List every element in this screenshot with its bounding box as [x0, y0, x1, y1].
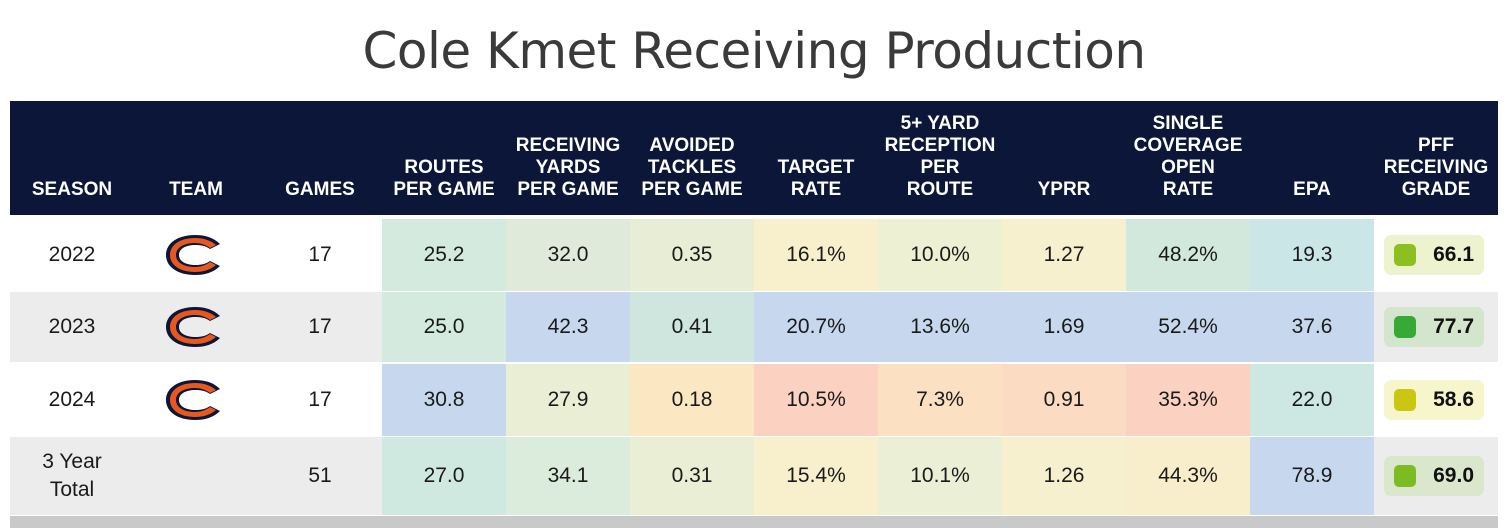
pff-grade-cell: 58.6: [1374, 364, 1498, 436]
table-header: SEASON TEAM GAMES ROUTES PER GAME RECEIVING …: [10, 101, 1498, 215]
routes-per-game-cell: 27.0: [382, 437, 506, 515]
games-cell: 17: [308, 388, 332, 411]
five-plus-yard-reception-per-route-cell: 13.6%: [878, 292, 1002, 362]
receiving-yards-per-game-cell: 32.0: [506, 219, 630, 291]
grade-indicator-icon: [1394, 244, 1416, 266]
header-routes-per-game: ROUTES PER GAME: [393, 157, 495, 200]
team-cell: [134, 292, 258, 362]
epa-cell: 78.9: [1250, 437, 1374, 515]
page-title: Cole Kmet Receiving Production: [362, 22, 1146, 80]
table-bottom-border: [10, 516, 1498, 528]
chicago-bears-c-logo-icon: [166, 235, 220, 275]
yprr-cell: 1.27: [1002, 219, 1126, 291]
grade-value: 69.0: [1433, 464, 1474, 487]
grade-value: 58.6: [1433, 388, 1474, 411]
games-cell: 51: [308, 464, 332, 487]
five-plus-yard-reception-per-route-cell: 10.1%: [878, 437, 1002, 515]
receiving-yards-per-game-cell: 34.1: [506, 437, 630, 515]
header-epa: EPA: [1293, 179, 1331, 200]
header-season: SEASON: [31, 179, 113, 200]
table-row: 2024 17 30.8 27.9 0.18 10.5% 7.3% 0.91 35.3% 22.…: [10, 364, 1498, 436]
header-avoided-tackles-per-game: AVOIDED TACKLES PER GAME: [641, 135, 743, 200]
grade-indicator-icon: [1394, 316, 1416, 338]
target-rate-cell: 20.7%: [754, 292, 878, 362]
grade-badge: 69.0: [1384, 456, 1484, 496]
grade-value: 66.1: [1433, 243, 1474, 266]
team-cell: [134, 437, 258, 515]
chicago-bears-c-logo-icon: [166, 380, 220, 420]
games-cell: 17: [308, 243, 332, 266]
grade-indicator-icon: [1394, 389, 1416, 411]
table-row: 3 Year Total 51 27.0 34.1 0.31 15.4% 10.1% 1.26…: [10, 437, 1498, 515]
epa-cell: 19.3: [1250, 219, 1374, 291]
single-coverage-open-rate-cell: 48.2%: [1126, 219, 1250, 291]
header-target-rate: TARGET RATE: [777, 157, 855, 200]
header-single-coverage-open-rate: SINGLE COVERAGE OPEN RATE: [1133, 113, 1243, 200]
season-cell: 2024: [48, 388, 96, 411]
header-receiving-yards-per-game: RECEIVING YARDS PER GAME: [515, 135, 621, 200]
target-rate-cell: 15.4%: [754, 437, 878, 515]
target-rate-cell: 10.5%: [754, 364, 878, 436]
avoided-tackles-per-game-cell: 0.18: [630, 364, 754, 436]
grade-badge: 66.1: [1384, 235, 1484, 275]
yprr-cell: 1.26: [1002, 437, 1126, 515]
chicago-bears-c-logo-icon: [166, 307, 220, 347]
pff-grade-cell: 66.1: [1374, 219, 1498, 291]
epa-cell: 37.6: [1250, 292, 1374, 362]
receiving-yards-per-game-cell: 27.9: [506, 364, 630, 436]
header-games: GAMES: [285, 179, 355, 200]
header-pff-receiving-grade: PFF RECEIVING GRADE: [1383, 135, 1489, 200]
target-rate-cell: 16.1%: [754, 219, 878, 291]
table-row: 2022 17 25.2 32.0 0.35 16.1% 10.0% 1.27 48.2% 19…: [10, 219, 1498, 291]
avoided-tackles-per-game-cell: 0.31: [630, 437, 754, 515]
avoided-tackles-per-game-cell: 0.35: [630, 219, 754, 291]
receiving-yards-per-game-cell: 42.3: [506, 292, 630, 362]
table-row: 2023 17 25.0 42.3 0.41 20.7% 13.6% 1.69 52.4% 37…: [10, 292, 1498, 362]
pff-grade-cell: 69.0: [1374, 437, 1498, 515]
grade-indicator-icon: [1394, 465, 1416, 487]
single-coverage-open-rate-cell: 35.3%: [1126, 364, 1250, 436]
single-coverage-open-rate-cell: 44.3%: [1126, 437, 1250, 515]
routes-per-game-cell: 30.8: [382, 364, 506, 436]
single-coverage-open-rate-cell: 52.4%: [1126, 292, 1250, 362]
team-cell: [134, 364, 258, 436]
five-plus-yard-reception-per-route-cell: 7.3%: [878, 364, 1002, 436]
routes-per-game-cell: 25.0: [382, 292, 506, 362]
grade-badge: 58.6: [1384, 380, 1484, 420]
header-team: TEAM: [169, 179, 223, 200]
grade-value: 77.7: [1433, 315, 1474, 338]
season-cell: 2022: [48, 243, 96, 266]
season-cell: 2023: [48, 315, 96, 338]
games-cell: 17: [308, 315, 332, 338]
epa-cell: 22.0: [1250, 364, 1374, 436]
season-cell: 3 Year Total: [42, 450, 102, 501]
avoided-tackles-per-game-cell: 0.41: [630, 292, 754, 362]
yprr-cell: 1.69: [1002, 292, 1126, 362]
pff-grade-cell: 77.7: [1374, 292, 1498, 362]
header-yprr: YPRR: [1037, 179, 1091, 200]
routes-per-game-cell: 25.2: [382, 219, 506, 291]
header-five-plus-yard-reception-per-route: 5+ YARD RECEPTION PER ROUTE: [884, 113, 996, 200]
yprr-cell: 0.91: [1002, 364, 1126, 436]
grade-badge: 77.7: [1384, 307, 1484, 347]
five-plus-yard-reception-per-route-cell: 10.0%: [878, 219, 1002, 291]
team-cell: [134, 219, 258, 291]
